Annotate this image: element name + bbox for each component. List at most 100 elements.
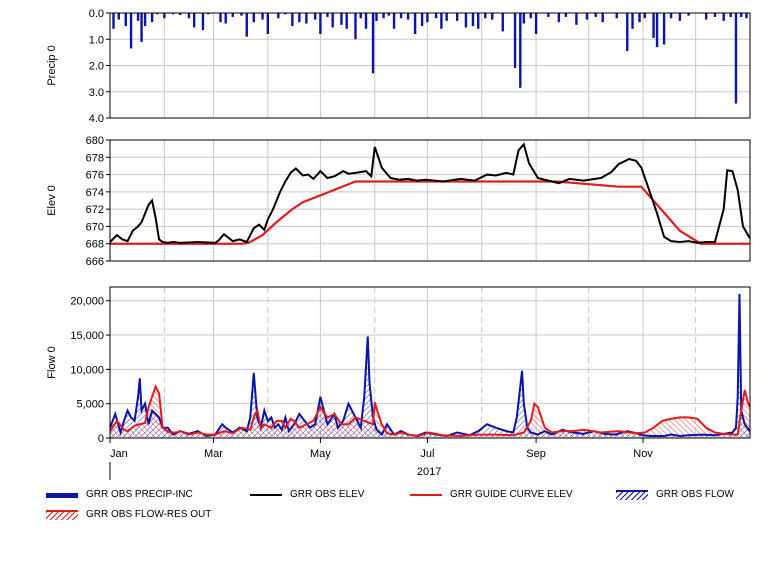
time-axis: Jan Mar May Jul Sep Nov 2017 bbox=[109, 438, 653, 480]
precip-bar bbox=[187, 13, 191, 19]
precip-bar bbox=[206, 13, 210, 15]
precip-bar bbox=[631, 13, 634, 29]
precip-bar bbox=[277, 13, 280, 19]
guide-curve-line bbox=[110, 180, 750, 245]
precip-bar bbox=[601, 13, 604, 23]
precip-bar bbox=[392, 13, 396, 29]
precip-panel: 0.0 1.0 2.0 3.0 4.0 Precip 0 bbox=[46, 8, 751, 125]
precip-bar bbox=[564, 13, 568, 17]
precip-bar bbox=[662, 13, 666, 45]
y-tick-label: 15,000 bbox=[70, 330, 104, 342]
y-tick-label: 678 bbox=[86, 152, 104, 164]
flow-res-out-line bbox=[109, 383, 751, 437]
precip-bar bbox=[491, 13, 494, 20]
precip-bar bbox=[413, 13, 417, 34]
y-tick-label: 5,000 bbox=[76, 399, 104, 411]
precip-bar bbox=[519, 13, 522, 88]
flow-frame bbox=[109, 286, 751, 439]
elevation-frame bbox=[109, 139, 751, 262]
precip-bar bbox=[219, 13, 222, 23]
precip-bar bbox=[231, 13, 234, 17]
precip-bar bbox=[440, 13, 443, 29]
precip-bar bbox=[445, 13, 448, 21]
elevation-panel: 666 668 670 672 674 676 678 680 Elev 0 bbox=[46, 135, 751, 268]
precip-bar bbox=[382, 13, 385, 19]
y-axis-label: Precip 0 bbox=[46, 45, 58, 85]
precip-bar bbox=[201, 13, 205, 31]
precip-bar bbox=[178, 13, 182, 16]
precip-bar bbox=[245, 13, 248, 37]
precip-bar bbox=[669, 13, 673, 19]
precip-bar bbox=[252, 13, 255, 23]
obs-flow-line bbox=[109, 293, 751, 437]
precip-bar bbox=[745, 13, 748, 19]
precip-bar bbox=[534, 13, 538, 34]
precip-bar bbox=[192, 13, 196, 28]
precip-bar bbox=[406, 13, 410, 20]
precip-bar bbox=[547, 13, 550, 17]
precip-bar bbox=[156, 13, 159, 15]
precip-bar bbox=[171, 13, 175, 15]
y-tick-label: 666 bbox=[86, 256, 104, 268]
y-axis-label: Flow 0 bbox=[46, 346, 58, 378]
obs-elev-line bbox=[109, 142, 751, 244]
y-tick-label: 2.0 bbox=[89, 61, 104, 73]
precip-bar bbox=[740, 13, 743, 17]
precip-bar bbox=[261, 13, 264, 20]
precip-bar bbox=[399, 13, 403, 19]
precip-bar bbox=[375, 13, 378, 21]
precip-bar bbox=[557, 13, 561, 23]
precip-bar bbox=[284, 13, 287, 15]
obs-flow-area bbox=[110, 293, 750, 438]
precip-bar bbox=[136, 13, 140, 21]
precip-bar bbox=[434, 13, 438, 19]
flow-panel: 0 5,000 10,000 15,000 20,000 Flow 0 bbox=[46, 286, 751, 445]
precip-bar bbox=[291, 13, 294, 27]
precip-bar bbox=[340, 13, 343, 25]
precip-bar bbox=[420, 13, 424, 27]
precip-bar bbox=[354, 13, 357, 40]
x-tick-label: Mar bbox=[204, 448, 223, 460]
x-tick-label: May bbox=[310, 448, 331, 460]
precip-bar bbox=[687, 13, 690, 16]
y-tick-label: 0 bbox=[98, 433, 104, 445]
precip-bar bbox=[313, 13, 317, 20]
y-tick-label: 0.0 bbox=[89, 8, 104, 20]
precip-bar bbox=[150, 13, 154, 23]
precip-bar bbox=[224, 13, 227, 24]
precip-bar bbox=[326, 13, 329, 17]
precip-bar bbox=[729, 13, 732, 17]
precip-bar bbox=[575, 13, 578, 25]
precip-bar bbox=[426, 13, 429, 23]
precip-bar bbox=[585, 13, 589, 20]
precip-bar bbox=[615, 13, 618, 19]
precip-frame bbox=[109, 12, 751, 119]
precip-bar bbox=[643, 13, 646, 19]
x-tick-label: Jan bbox=[110, 448, 128, 460]
precip-bar bbox=[513, 13, 517, 69]
precip-bar bbox=[266, 13, 270, 34]
precip-bar bbox=[713, 13, 717, 17]
precip-bar bbox=[124, 13, 127, 27]
y-tick-label: 4.0 bbox=[89, 113, 104, 125]
precip-bar bbox=[734, 13, 738, 104]
y-axis-label: Elev 0 bbox=[46, 185, 58, 216]
year-label: 2017 bbox=[417, 466, 441, 478]
precip-bar bbox=[638, 13, 641, 23]
precip-bar bbox=[477, 13, 480, 29]
x-tick-label: Sep bbox=[526, 448, 546, 460]
precip-bar bbox=[371, 13, 375, 74]
precip-bar bbox=[522, 13, 526, 24]
y-tick-label: 680 bbox=[86, 135, 104, 147]
precip-bar bbox=[129, 13, 133, 49]
precip-bar bbox=[529, 13, 533, 19]
precip-bar bbox=[319, 13, 322, 34]
precip-bar bbox=[722, 13, 725, 21]
precip-bar bbox=[594, 13, 597, 17]
precip-bar bbox=[678, 13, 682, 21]
precip-bar bbox=[112, 13, 115, 29]
y-tick-label: 670 bbox=[86, 221, 104, 233]
x-tick-label: Jul bbox=[420, 448, 434, 460]
precip-bar bbox=[455, 13, 459, 21]
precip-bar bbox=[652, 13, 655, 38]
